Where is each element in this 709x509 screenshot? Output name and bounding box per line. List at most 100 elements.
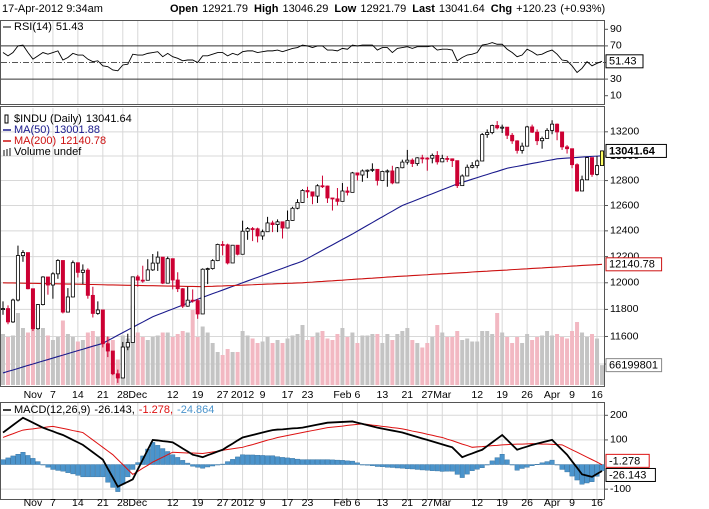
y-tick-label: 12800: [610, 174, 639, 186]
macd-histogram-bar: [205, 464, 211, 468]
x-tick-label: 12: [167, 497, 179, 509]
candle-body: [165, 258, 170, 284]
macd-histogram-bar: [55, 464, 61, 471]
price-panel: [0, 106, 605, 387]
volume-bar: [535, 337, 540, 385]
macd-histogram-bar: [494, 457, 500, 465]
volume-bar: [600, 365, 605, 385]
candle-body: [130, 276, 135, 343]
x-tick-label: 17: [282, 389, 294, 401]
x-tick-label: 19: [192, 389, 204, 401]
candle-body: [85, 269, 90, 296]
candle-body: [295, 202, 300, 209]
macd-histogram-bar: [90, 464, 96, 478]
candle-body: [485, 132, 490, 135]
macd-histogram-bar: [190, 464, 196, 467]
x-tick-label: 16: [591, 389, 603, 401]
x-tick-label: 6: [354, 389, 360, 401]
candle-body: [245, 228, 250, 232]
macd-histogram-bar: [419, 464, 425, 471]
value-box: [605, 257, 663, 272]
macd-histogram-bar: [504, 459, 510, 465]
volume-bar: [525, 334, 530, 385]
candle-body: [400, 161, 405, 169]
candle-body: [40, 276, 45, 305]
volume-bar: [400, 331, 405, 385]
volume-bar: [95, 337, 100, 385]
volume-bar: [305, 340, 310, 385]
macd-histogram-bar: [514, 464, 520, 471]
volume-bar: [385, 334, 390, 385]
macd-histogram-bar: [549, 459, 555, 465]
y-tick-label: -100: [610, 483, 631, 495]
macd-histogram-bar: [225, 461, 231, 465]
legend-text: $INDU (Daily): [14, 113, 82, 125]
volume-bar: [55, 337, 60, 385]
candle-body: [60, 260, 65, 313]
volume-bar: [555, 334, 560, 385]
candle-body: [110, 350, 115, 375]
candle-body: [230, 244, 235, 264]
macd-histogram-bar: [100, 464, 106, 478]
legend-icon: [9, 148, 11, 156]
candle-body: [565, 146, 570, 150]
volume-bar: [590, 334, 595, 385]
x-tick-label: 21: [97, 389, 109, 401]
y-tick-label: 11800: [610, 303, 639, 315]
candle-body: [575, 164, 580, 192]
x-tick-label: 12: [471, 389, 483, 401]
candle-body: [235, 244, 240, 255]
macd-histogram-bar: [70, 464, 76, 475]
volume-bar: [165, 332, 170, 385]
candle-body: [105, 343, 110, 352]
candle-body: [320, 185, 325, 188]
macd-histogram-bar: [559, 464, 565, 470]
volume-bar: [350, 332, 355, 385]
macd-histogram-bar: [305, 459, 310, 465]
volume-bar: [345, 337, 350, 385]
volume-bar: [340, 328, 345, 385]
macd-histogram-bar: [150, 442, 156, 465]
x-tick-label: 26: [521, 497, 533, 509]
volume-bar: [260, 341, 265, 385]
macd-histogram-bar: [384, 464, 390, 468]
macd-histogram-bar: [80, 464, 86, 478]
candle-body: [260, 231, 265, 237]
volume-bar: [175, 334, 180, 385]
candle-body: [520, 145, 525, 151]
candle-body: [215, 244, 220, 262]
macd-histogram-bar: [245, 454, 251, 465]
candle-body: [15, 255, 20, 301]
candle-body: [220, 244, 225, 246]
candle-body: [170, 258, 175, 281]
x-tick-label: 9: [260, 389, 266, 401]
volume-bar: [430, 337, 435, 385]
value-box: [605, 453, 650, 468]
volume-bar: [320, 331, 325, 385]
macd-histogram-bar: [339, 460, 345, 465]
candle-body: [505, 126, 510, 136]
macd-histogram-bar: [464, 464, 470, 475]
field-name: Last: [412, 3, 435, 15]
candle-body: [490, 125, 495, 133]
volume-bar: [60, 320, 65, 385]
candle-body: [450, 158, 455, 162]
legend-entry: Volume undef: [14, 146, 82, 158]
volume-bar: [475, 341, 480, 385]
macd-histogram-bar: [479, 464, 485, 468]
macd-histogram-bar: [220, 463, 226, 465]
candle-body: [25, 252, 30, 290]
candle-body: [305, 190, 310, 193]
legend-entry: $INDU (Daily) 13041.64: [14, 113, 132, 125]
volume-bar: [310, 337, 315, 385]
macd-histogram-bar: [374, 464, 380, 467]
candle-body: [535, 131, 540, 142]
candle-body: [180, 288, 185, 307]
x-tick-label: 12: [471, 497, 483, 509]
x-tick-label: Feb: [333, 389, 351, 401]
x-tick-label: 27: [217, 497, 229, 509]
volume-bar: [0, 334, 5, 385]
volume-bar: [85, 332, 90, 385]
macd-histogram-bar: [155, 445, 161, 465]
